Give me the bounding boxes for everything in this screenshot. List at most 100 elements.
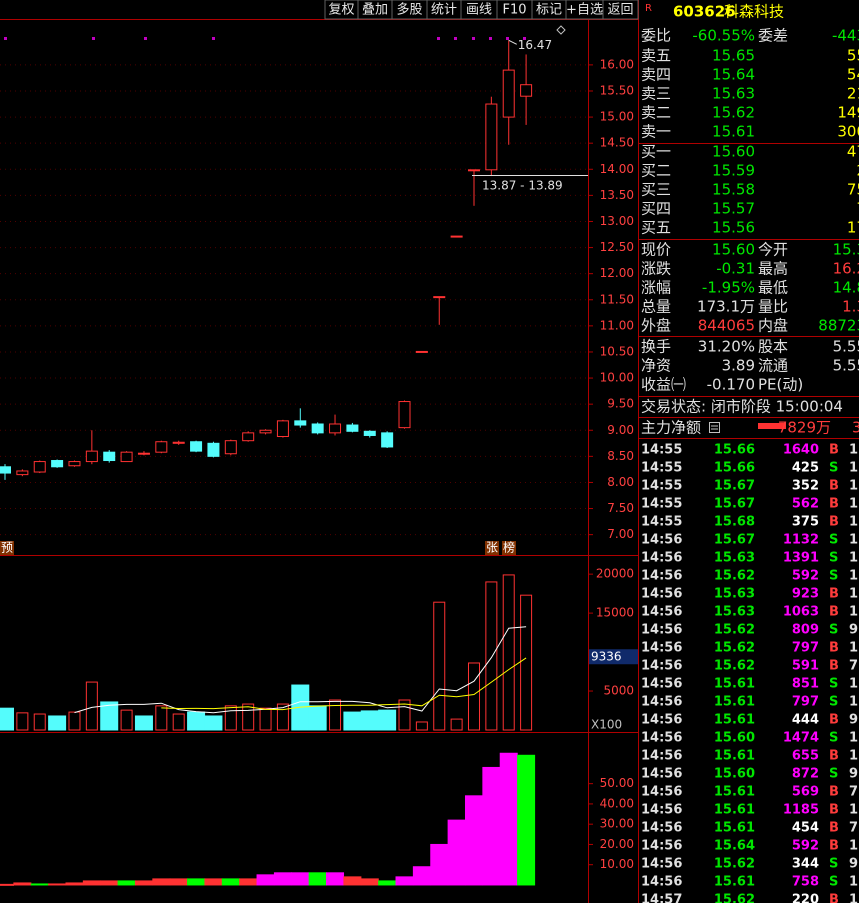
bar (308, 872, 327, 886)
tick-price: 15.63 (714, 605, 755, 620)
toolbar-label[interactable]: F10 (502, 3, 526, 18)
bar (82, 880, 101, 886)
y-tick-label: 15.50 (600, 83, 634, 97)
candle-body (190, 441, 203, 452)
tick-extra: 1 (849, 749, 858, 764)
tick-volume: 872 (792, 767, 819, 782)
candle-body (433, 296, 446, 299)
book-price: 15.59 (712, 162, 755, 180)
main-net-value: 7829万 (778, 419, 831, 437)
toolbar-label[interactable]: 多股 (396, 2, 422, 18)
tick-volume: 1185 (783, 803, 819, 818)
tick-side: B (829, 587, 839, 602)
row-label: 收益㈠ (641, 376, 686, 394)
row-label: 流通 (758, 357, 788, 375)
toolbar-label[interactable]: 标记 (536, 3, 562, 18)
tick-side: S (829, 461, 838, 476)
book-label: 卖一 (641, 123, 671, 141)
bar (33, 713, 46, 731)
candle-body (137, 452, 150, 455)
bar (273, 872, 292, 886)
y-tick-label: 10.00 (600, 371, 634, 385)
bar (16, 712, 29, 731)
book-price: 15.57 (712, 200, 755, 218)
main-net-label: 主力净额 (641, 419, 701, 437)
row-value: 15.60 (712, 241, 755, 259)
row-value: -0.170 (707, 376, 755, 394)
candle-body (294, 420, 307, 426)
row-value: -1.95% (702, 279, 755, 297)
bar (482, 766, 501, 886)
tick-volume: 444 (792, 713, 819, 728)
tick-extra: 1 (849, 641, 858, 656)
candle-body (33, 461, 46, 473)
tag-box (485, 541, 499, 555)
list-icon (709, 422, 720, 433)
book-volume: 55 (847, 47, 859, 65)
current-value-box (589, 649, 638, 665)
bar (433, 601, 446, 731)
book-label: 买四 (641, 200, 671, 218)
tick-time: 14:56 (641, 785, 682, 800)
tick-time: 14:56 (641, 713, 682, 728)
bar (187, 711, 206, 731)
bar (172, 713, 185, 731)
y-tick-label: 9.50 (607, 397, 634, 411)
tick-side: S (829, 677, 838, 692)
tick-extra: 7 (849, 821, 858, 836)
y-tick-label: 10.00 (600, 857, 634, 871)
candle-body (346, 424, 359, 432)
candle-body (155, 441, 168, 453)
tick-volume: 569 (792, 785, 819, 800)
toolbar-label[interactable]: 统计 (431, 3, 457, 18)
toolbar-button[interactable] (602, 0, 639, 20)
bar (398, 699, 411, 731)
bar (152, 878, 171, 886)
book-label: 卖二 (641, 104, 671, 122)
row-value: -0.31 (716, 260, 755, 278)
book-label: 卖五 (641, 47, 671, 65)
tick-volume: 1474 (783, 731, 819, 746)
tick-extra: 9 (849, 767, 858, 782)
toolbar-label[interactable]: 返回 (607, 3, 633, 18)
y-tick-label: 20000 (596, 567, 634, 581)
bar (520, 594, 533, 731)
tick-extra: 1 (849, 605, 858, 620)
y-tick-label: 40.00 (600, 796, 634, 810)
row-label: 最低 (758, 279, 788, 297)
book-label: 卖三 (641, 85, 671, 103)
tick-price: 15.61 (714, 713, 755, 728)
row-value: 5.55 (833, 338, 859, 356)
tick-volume: 797 (792, 641, 819, 656)
tick-volume: 1391 (783, 551, 819, 566)
y-tick-label: 13.50 (600, 188, 634, 202)
y-tick-label: 30.00 (600, 817, 634, 831)
tick-side: B (829, 659, 839, 674)
bar (485, 581, 498, 731)
unit-label: X100 (591, 718, 622, 732)
range-label: 13.87 - 13.89 (482, 179, 563, 193)
y-tick-label: 7.50 (607, 501, 634, 515)
toolbar-label[interactable]: 复权 (328, 2, 354, 18)
tick-time: 14:56 (641, 623, 682, 638)
candle-body (120, 451, 133, 463)
candle-body (85, 450, 98, 463)
bar (30, 883, 49, 886)
row-value: 3.89 (722, 357, 755, 375)
toolbar-label[interactable]: 画线 (466, 3, 492, 18)
tick-volume: 851 (792, 677, 819, 692)
tick-side: B (829, 443, 839, 458)
tick-time: 14:55 (641, 497, 682, 512)
row-label: 现价 (641, 241, 671, 259)
toolbar-label[interactable]: +自选 (566, 3, 603, 18)
row-value: 31.20% (698, 338, 755, 356)
toolbar-label[interactable]: 叠加 (362, 3, 388, 18)
diamond-icon (556, 25, 566, 35)
main-net-extra: 3 (852, 419, 859, 437)
tick-time: 14:56 (641, 767, 682, 782)
tick-extra: 1 (849, 497, 858, 512)
row-label: 股本 (758, 338, 788, 356)
tick-extra: 1 (849, 479, 858, 494)
bar (343, 876, 362, 886)
tick-extra: 7 (849, 785, 858, 800)
